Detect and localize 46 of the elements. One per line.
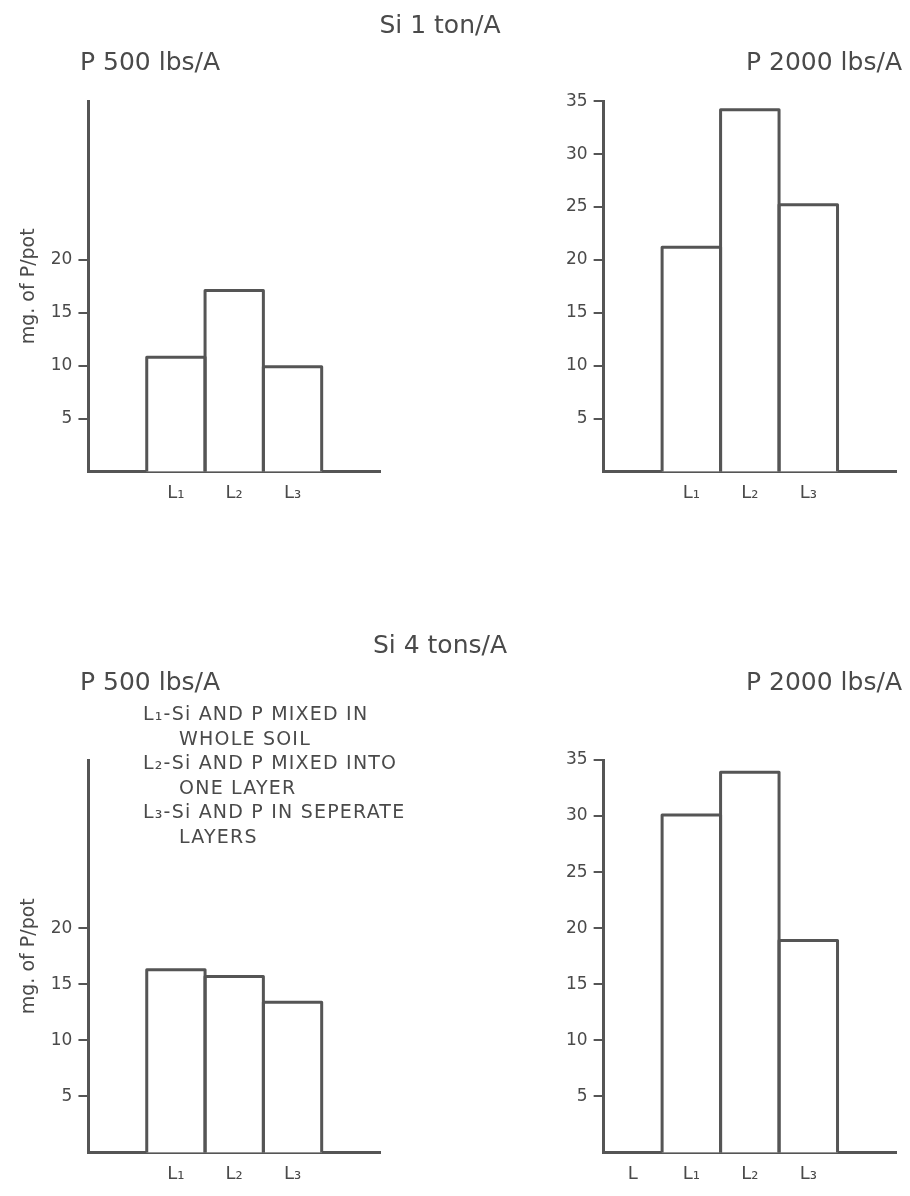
y-tick-label: 15 <box>50 972 73 993</box>
x-tick-label: L₁ <box>682 480 700 502</box>
annotation: L₃-Si AND P IN SEPERATE LAYERS <box>143 799 407 848</box>
y-tick-label: 20 <box>565 916 588 937</box>
chart-title: P 2000 lbs/A <box>746 667 902 696</box>
y-tick-label: 5 <box>576 1084 588 1105</box>
y-tick-label: 30 <box>565 804 588 825</box>
y-tick-label: 25 <box>565 195 588 216</box>
annotation: L₂-Si AND P MIXED INTO ONE LAYER <box>143 750 399 799</box>
text: L₁-Si AND P MIXED IN WHOLE SOIL <box>143 701 370 750</box>
y-tick-label: 25 <box>565 860 588 881</box>
x-tick-label: L₃ <box>283 1161 302 1183</box>
y-tick-label: 15 <box>565 972 588 993</box>
y-tick-label: 10 <box>50 354 73 375</box>
y-tick-label: 5 <box>576 406 588 427</box>
y-axis-title: mg. of P/pot <box>16 898 39 1015</box>
y-tick-label: 15 <box>565 301 588 322</box>
y-tick-label: 20 <box>50 248 73 269</box>
x-tick-label: L₃ <box>283 480 302 502</box>
x-tick-label: L₁ <box>682 1161 700 1183</box>
y-tick-label: 30 <box>565 142 588 163</box>
chart-title: P 2000 lbs/A <box>746 47 902 76</box>
x-tick-label: L₃ <box>799 1161 817 1183</box>
y-tick-label: 15 <box>50 301 73 322</box>
y-tick-label: 10 <box>565 1028 588 1049</box>
x-tick-label: L₂ <box>741 1161 759 1183</box>
text: Si 1 ton/A <box>378 10 502 39</box>
x-tick-label: L₃ <box>799 480 817 502</box>
y-axis-title: mg. of P/pot <box>16 228 39 345</box>
y-tick-label: 10 <box>565 354 588 375</box>
y-tick-label: 10 <box>50 1028 73 1049</box>
y-tick-label: 5 <box>61 1084 73 1105</box>
x-tick-label: L₂ <box>741 480 759 502</box>
y-tick-label: 20 <box>565 248 588 269</box>
x-tick-label: L₂ <box>225 480 243 502</box>
x-tick-label: L₁ <box>167 480 185 502</box>
chart-subtitle: P 500 lbs/A <box>80 667 221 696</box>
text: Si 4 tons/A <box>371 630 509 659</box>
y-tick-label: 20 <box>50 916 73 937</box>
x-tick-label: L <box>627 1161 638 1183</box>
x-tick-label: L₂ <box>225 1161 243 1183</box>
chart-subtitle: P 500 lbs/A <box>80 47 221 76</box>
y-tick-label: 35 <box>565 748 588 769</box>
y-tick-label: 5 <box>61 406 73 427</box>
x-tick-label: L₁ <box>167 1161 185 1183</box>
y-tick-label: 35 <box>565 89 588 110</box>
